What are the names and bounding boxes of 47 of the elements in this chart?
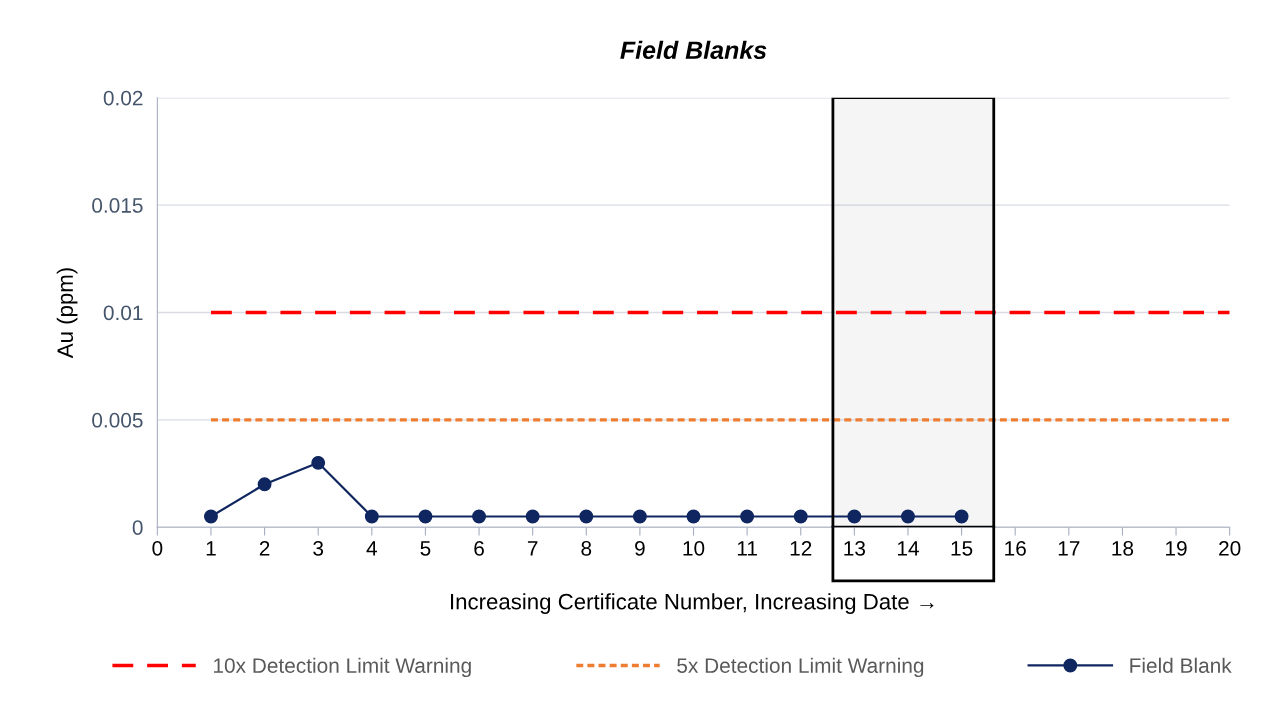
- x-tick-label: 20: [1219, 540, 1241, 556]
- legend-label: Field Blank: [1130, 657, 1232, 673]
- x-tick-label: 11: [737, 541, 757, 556]
- x-tick-label: 6: [474, 540, 484, 556]
- point: [901, 509, 915, 524]
- point: [847, 509, 862, 524]
- y-tick-label: 0.01: [103, 305, 143, 321]
- point: [311, 455, 326, 470]
- x-tick-label: 4: [366, 541, 377, 556]
- point: [579, 509, 594, 524]
- x-tick-label: 18: [1112, 540, 1134, 556]
- point: [418, 509, 433, 524]
- y-tick-label: 0: [132, 520, 143, 535]
- x-tick-label: 2: [259, 540, 270, 556]
- point: [793, 509, 808, 524]
- x-tick-label: 0: [152, 540, 163, 556]
- legend-label: 5x Detection Limit Warning: [677, 657, 924, 678]
- point: [954, 509, 969, 524]
- y-tick-label: 0.015: [92, 198, 143, 213]
- point: [204, 509, 218, 524]
- point: [364, 509, 379, 524]
- x-tick-label: 3: [313, 540, 324, 556]
- x-tick-label: 12: [790, 540, 812, 556]
- x-axis-title: Increasing Certificate Number, Increasing Date →: [451, 593, 934, 614]
- x-tick-label: 5: [420, 541, 431, 556]
- legend-label: 10x Detection Limit Warning: [214, 657, 471, 678]
- chart-title: Field Blanks: [620, 40, 767, 60]
- x-tick-label: 8: [581, 540, 592, 556]
- y-tick-label: 0.005: [92, 412, 143, 428]
- y-axis-title: Au (ppm): [56, 268, 78, 359]
- point: [257, 477, 272, 492]
- x-tick-label: 1: [206, 541, 216, 556]
- point: [525, 509, 540, 524]
- point: [686, 509, 701, 524]
- point: [740, 509, 755, 524]
- x-tick-label: 9: [635, 540, 645, 556]
- x-tick-label: 10: [683, 540, 705, 556]
- x-tick-label: 19: [1166, 540, 1187, 556]
- x-tick-label: 14: [897, 541, 919, 556]
- x-tick-label: 17: [1058, 541, 1080, 556]
- y-tick-label: 0.02: [103, 90, 143, 106]
- point: [632, 509, 647, 524]
- point: [472, 509, 486, 524]
- x-tick-label: 13: [844, 540, 866, 556]
- x-tick-label: 7: [527, 541, 538, 556]
- x-tick-label: 15: [951, 541, 973, 556]
- x-tick-label: 16: [1005, 540, 1026, 556]
